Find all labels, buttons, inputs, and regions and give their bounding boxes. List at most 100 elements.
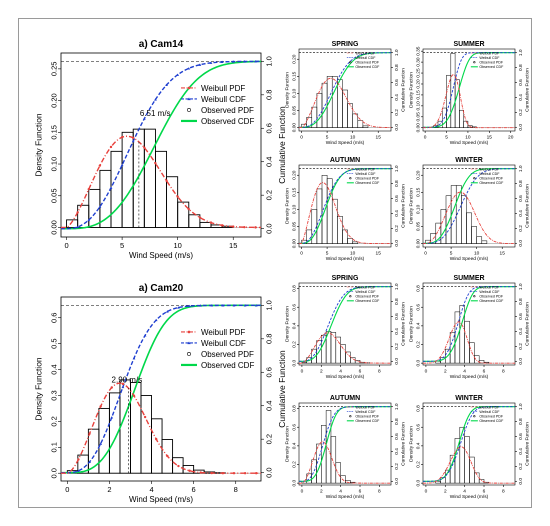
weibull-cdf-marker	[177, 306, 180, 309]
y-tick-label: 0.05	[50, 188, 59, 203]
weibull-pdf-marker	[155, 437, 158, 441]
y-tick-label: 0.15	[416, 90, 422, 100]
histogram-bar	[347, 238, 353, 244]
y2-tick-label: 1.0	[265, 56, 274, 66]
y-tick-label: 0.8	[416, 405, 422, 412]
legend-entry: Weibull CDF	[355, 56, 376, 60]
x-tick-label: 2	[320, 368, 323, 374]
y2-tick-label: 1.0	[394, 49, 400, 56]
legend-entry: Observed PDF	[479, 414, 504, 418]
legend-entry: Observed CDF	[201, 361, 254, 370]
y-tick-label: 0.25	[50, 62, 59, 77]
weibull-pdf-marker	[198, 216, 202, 219]
observed-cdf-series	[423, 52, 515, 128]
y-axis-label: Density Function	[285, 426, 291, 462]
y-tick-label: 0.10	[416, 204, 422, 214]
x-tick-label: 4	[149, 485, 153, 494]
histogram-bar	[199, 221, 212, 228]
histogram-bar	[143, 128, 156, 228]
histogram-bar	[177, 201, 190, 228]
weibull-cdf-marker	[187, 67, 191, 70]
y-tick-label: 0.10	[416, 101, 422, 111]
weibull-cdf-series	[299, 52, 391, 128]
y2-axis-label: Cumulative Function	[525, 68, 531, 112]
mean-speed-annotation: 2.90 m/s	[112, 376, 143, 385]
weibull-cdf-marker	[165, 83, 168, 87]
y-tick-label: 0.4	[292, 322, 298, 329]
weibull-cdf-marker	[143, 334, 147, 337]
plot-area	[60, 52, 262, 238]
legend-entry: Weibull CDF	[479, 290, 500, 294]
weibull-pdf-marker	[255, 472, 258, 475]
y2-tick-label: 0.4	[518, 210, 524, 217]
x-tick-label: 4	[339, 488, 342, 494]
y-axis-label: Density Function	[34, 113, 44, 177]
y-tick-label: 0.0	[416, 479, 422, 486]
y2-tick-label: 0.2	[518, 225, 524, 232]
x-tick-label: 0	[301, 488, 304, 494]
y2-tick-label: 0.4	[518, 328, 524, 335]
y2-tick-label: 0.0	[518, 358, 524, 365]
y-tick-label: 0.4	[416, 322, 422, 329]
weibull-cdf-marker	[232, 304, 236, 307]
weibull-cdf-series	[61, 304, 261, 474]
y2-tick-label: 0.0	[394, 124, 400, 131]
y-tick-label: 0.0	[416, 359, 422, 366]
histogram-bar	[342, 89, 348, 128]
weibull-cdf-marker	[98, 205, 102, 208]
histogram-bar	[337, 216, 343, 244]
y2-tick-label: 0.4	[518, 94, 524, 101]
weibull-pdf-marker	[87, 187, 90, 191]
weibull-pdf-marker	[121, 382, 125, 386]
legend-entry: Observed PDF	[355, 176, 380, 180]
histogram-bar	[121, 131, 134, 228]
y2-tick-label: 0.2	[394, 225, 400, 232]
weibull-pdf-series	[299, 182, 391, 245]
legend-swatch-observed-pdf	[349, 415, 352, 418]
y-tick-label: 0.6	[416, 304, 422, 311]
y-tick-label: 0.2	[292, 341, 298, 348]
y2-tick-label: 0.0	[518, 240, 524, 247]
observed-cdf-series	[423, 168, 515, 244]
chart-title: SUMMER	[453, 41, 484, 48]
histogram-bar	[471, 226, 477, 244]
y2-tick-label: 0.4	[394, 94, 400, 101]
weibull-cdf-marker	[210, 304, 214, 307]
y2-tick-label: 0.4	[394, 328, 400, 335]
y-axis-label: Density Function	[409, 426, 415, 462]
y2-tick-label: 0.6	[518, 313, 524, 320]
histogram-bar	[345, 351, 351, 364]
y2-tick-label: 1.0	[394, 283, 400, 290]
histogram-bar	[330, 436, 337, 484]
plot-area	[422, 48, 516, 132]
x-axis-label: Wind Speed (m/s)	[450, 140, 489, 146]
histogram-bar	[474, 355, 480, 364]
y2-axis-label: Cumulative Function	[401, 68, 407, 112]
x-axis-label: Wind Speed (m/s)	[326, 256, 365, 262]
plot-area	[298, 48, 392, 132]
weibull-pdf-marker	[154, 162, 157, 165]
y2-tick-label: 0.2	[518, 109, 524, 116]
y-tick-label: 0.6	[292, 424, 298, 431]
x-axis-label: Wind Speed (m/s)	[326, 140, 365, 146]
x-tick-label: 0	[300, 134, 303, 140]
weibull-pdf-series	[423, 321, 515, 364]
x-tick-label: 4	[463, 488, 466, 494]
legend-entry: Observed CDF	[355, 65, 380, 69]
legend-entry: Weibull PDF	[479, 405, 500, 409]
histogram-bar	[151, 418, 163, 474]
legend-entry: Weibull PDF	[355, 51, 376, 55]
histogram-bar	[352, 113, 359, 128]
y2-tick-label: 0.2	[394, 109, 400, 116]
histogram-bar	[481, 240, 488, 244]
x-tick-label: 10	[474, 250, 480, 256]
chart-title: AUTUMN	[330, 395, 360, 402]
y2-tick-label: 1.0	[518, 49, 524, 56]
histogram-bar	[337, 79, 343, 128]
histogram-bar	[454, 438, 461, 484]
y-axis-label: Density Function	[285, 188, 291, 224]
plot-area	[422, 402, 516, 486]
weibull-pdf-series	[299, 441, 391, 484]
